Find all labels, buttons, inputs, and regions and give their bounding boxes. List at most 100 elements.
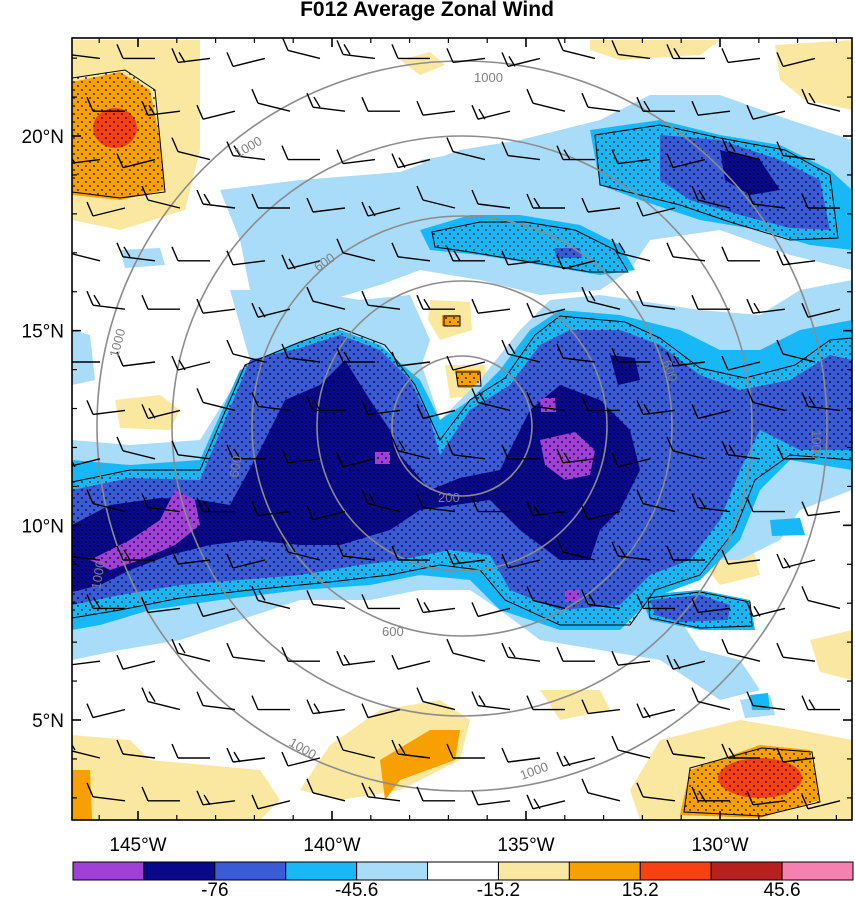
wind-barb-shaft [697, 199, 731, 209]
wind-barb-shaft [477, 401, 511, 412]
wind-barb-shaft [122, 753, 156, 759]
wind-barb-flag [673, 48, 681, 59]
wind-barb-shaft [177, 559, 211, 565]
wind-barb-shaft [92, 796, 126, 802]
wind-barb-flag [148, 408, 156, 419]
wind-barb-flag [636, 782, 644, 798]
wind-barb-shaft [177, 150, 211, 161]
wind-barb-flag [233, 145, 241, 156]
wind-barb-flag [171, 355, 179, 371]
significance-stippling [72, 69, 852, 817]
wind-barb-flag [746, 790, 754, 806]
wind-barb-shaft [617, 660, 651, 666]
wind-barb-flag [501, 250, 509, 266]
wind-barb-flag [86, 782, 94, 798]
wind-barb-flag [416, 100, 424, 116]
wind-barb-flag [446, 137, 454, 152]
wind-barb-flag [306, 197, 314, 213]
colorbar-swatch [356, 861, 429, 881]
wind-barb-flag [666, 44, 674, 59]
wind-barb-flag [698, 790, 706, 802]
wind-barb-flag [588, 594, 596, 605]
wind-barb-shaft [477, 308, 511, 314]
wind-barb-flag [116, 242, 124, 258]
wind-barb-flag [72, 460, 76, 468]
wind-barb-flag [62, 651, 68, 665]
wind-barb-shaft [422, 607, 456, 614]
lat-tick-label: 15°N [22, 322, 64, 343]
wind-barb-flag [581, 92, 589, 108]
wind-barb-flag [391, 654, 399, 670]
colorbar-label: -76 [201, 880, 228, 900]
wind-barb-flag [508, 646, 516, 658]
wind-barb-flag [116, 436, 124, 452]
wind-barb-flag [93, 294, 101, 306]
wind-barb-flag [471, 691, 479, 706]
wind-barb-flag [72, 743, 76, 751]
wind-barb-flag [666, 545, 674, 561]
wind-barb-flag [141, 493, 149, 508]
wind-barb-flag [171, 48, 179, 63]
wind-barb-flag [313, 96, 321, 108]
wind-barb-flag [611, 40, 619, 55]
wind-barb-shaft [807, 599, 841, 610]
wind-barb-shaft [422, 199, 456, 209]
wind-barb-shaft [617, 53, 651, 60]
wind-barb-flag [391, 44, 399, 59]
wind-barb-flag [776, 553, 784, 569]
wind-barb-shaft [477, 607, 511, 618]
wind-barb-shaft [782, 656, 816, 662]
wind-barb-shaft [257, 800, 291, 810]
wind-barb-flag [178, 52, 186, 63]
colorbar-swatch [427, 861, 499, 881]
wind-barb-shaft [202, 800, 236, 806]
wind-barb-shaft [697, 700, 731, 711]
wind-barb-flag [336, 650, 344, 666]
wind-barb-shaft [617, 458, 651, 468]
wind-barb-flag [801, 193, 809, 209]
wind-barb-shaft [257, 405, 291, 412]
wind-barb-flag [416, 687, 424, 702]
wind-barb-flag [141, 100, 149, 116]
wind-barb-shaft [752, 308, 786, 314]
wind-barb-flag [556, 537, 564, 553]
wind-barb-flag [501, 444, 509, 460]
wind-barb-shaft [672, 158, 706, 169]
wind-barb-flag [141, 598, 149, 613]
wind-barb-flag [501, 52, 509, 67]
wind-barb-flag [526, 501, 534, 516]
wind-barb-shaft [202, 110, 236, 120]
wind-barb-shaft [532, 510, 566, 517]
wind-barb-flag [808, 92, 816, 104]
wind-barb-flag [721, 743, 729, 759]
map-field [62, 38, 852, 820]
wind-barb-flag [728, 747, 736, 759]
wind-barb-flag [776, 444, 784, 460]
wind-barb-flag [416, 185, 424, 201]
wind-barb-shaft [507, 559, 541, 569]
wind-barb-shaft [147, 506, 181, 513]
wind-barb-shaft [507, 757, 541, 763]
wind-barb-shaft [727, 150, 761, 161]
wind-barb-shaft [642, 796, 676, 802]
colorbar-swatch [214, 861, 287, 881]
wind-barb-shaft [697, 110, 731, 116]
wind-barb-shaft [562, 458, 596, 464]
wind-barb-shaft [422, 700, 456, 711]
wind-barb-shaft [257, 599, 291, 610]
wind-barb-flag [391, 545, 399, 561]
wind-barb-flag [728, 141, 736, 152]
lat-tick-label: 20°N [22, 127, 64, 148]
wind-barb-flag [643, 100, 651, 112]
wind-barb-flag [501, 642, 509, 658]
wind-barb-flag [368, 786, 376, 798]
wind-barb-flag [281, 646, 289, 662]
wind-barb-flag [776, 52, 784, 67]
wind-barb-flag [581, 396, 589, 411]
wind-barb-flag [721, 246, 729, 262]
wind-barb-shaft [72, 660, 101, 666]
wind-barb-flag [313, 703, 321, 714]
wind-barb-flag [581, 590, 589, 605]
wind-barb-flag [533, 798, 541, 810]
